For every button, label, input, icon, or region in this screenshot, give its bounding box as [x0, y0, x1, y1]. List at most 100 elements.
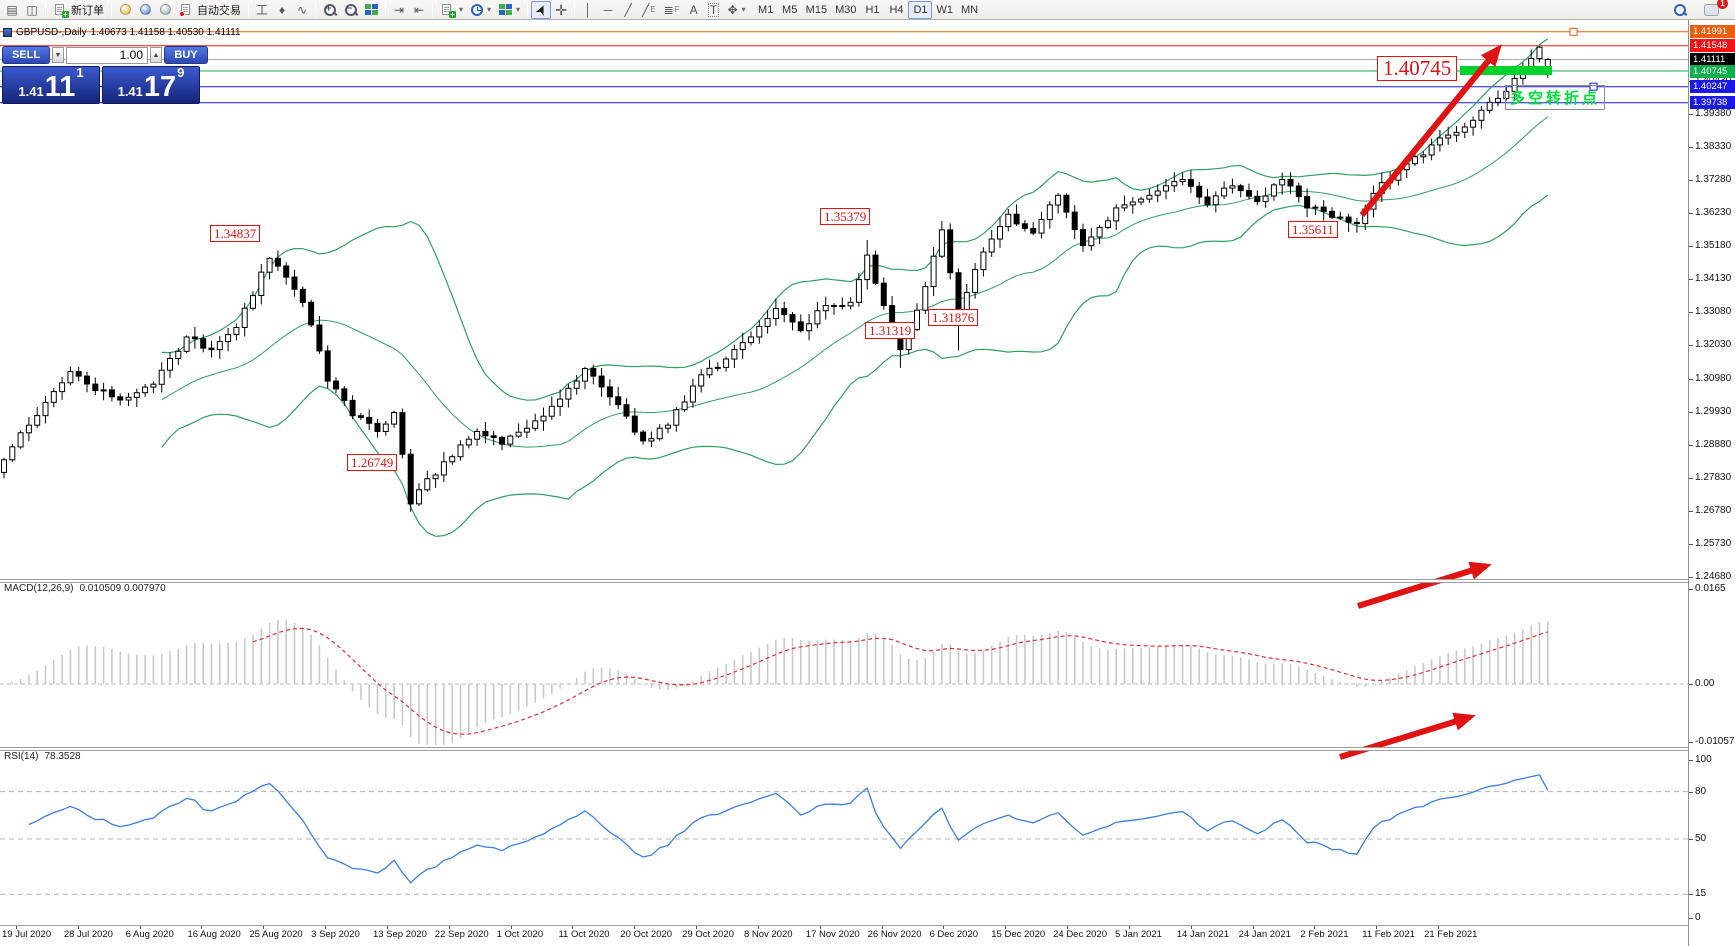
axis-tick-mark — [1689, 444, 1693, 446]
date-axis-divider — [0, 925, 1735, 926]
rsi-label: RSI(14) 78.3528 — [4, 751, 81, 762]
cursor-icon: ➤ — [531, 0, 551, 19]
volume-increase-button[interactable]: ▲ — [150, 47, 162, 63]
volume-decrease-button[interactable]: ▼ — [52, 47, 64, 63]
green-resistance-bar[interactable] — [1460, 66, 1552, 75]
main-chart-layer — [0, 27, 1688, 537]
axis-tick-mark — [1689, 378, 1693, 380]
periods-icon-button[interactable]: ▾ — [467, 1, 495, 19]
chart-window-icon-button[interactable]: ◫ — [22, 1, 42, 19]
auto-scroll-icon-button[interactable]: ⇥ — [389, 1, 409, 19]
vertical-line-icon-button[interactable]: │ — [578, 1, 598, 19]
dropdown-arrow-icon[interactable]: ▾ — [741, 5, 746, 14]
trendline-icon-button[interactable]: ╱ — [618, 1, 638, 19]
rsi-panel-divider[interactable] — [0, 747, 1735, 751]
buy-price-display[interactable]: 1.41 17 9 — [102, 65, 200, 104]
templates-icon-button[interactable]: ▾ — [495, 1, 524, 19]
macd-axis-0.00: 0.00 — [1695, 678, 1715, 689]
zoom-in-icon-button[interactable]: + — [319, 1, 340, 19]
price-line-label-1.41111: 1.41111 — [1690, 52, 1735, 66]
timeframe-button-W1[interactable]: W1 — [936, 3, 953, 16]
trend-arrow-main[interactable] — [1359, 44, 1502, 217]
date-tick-mark — [819, 926, 821, 929]
text-icon-button[interactable]: A — [684, 1, 704, 19]
candlestick-chart-icon-button[interactable]: ♦ — [272, 1, 292, 19]
timeframe-button-M15[interactable]: M15 — [805, 3, 828, 16]
date-tick-mark — [572, 926, 574, 929]
buy-button[interactable]: BUY — [164, 46, 208, 64]
timeframe-button-H4[interactable]: H4 — [889, 3, 904, 16]
date-tick-mark — [510, 926, 512, 929]
date-tick-mark — [448, 926, 450, 929]
volume-input[interactable] — [66, 46, 148, 64]
crosshair-icon: ✛ — [555, 1, 567, 18]
timeframe-button-D1[interactable]: D1 — [908, 0, 933, 19]
annotation-1.26749[interactable]: 1.26749 — [347, 454, 398, 471]
cursor-icon-button[interactable]: ➤ — [531, 0, 552, 19]
fibonacci-icon-button[interactable]: ≣ F — [660, 1, 684, 19]
date-label-25-Aug-2020: 25 Aug 2020 — [249, 929, 303, 940]
sell-price-display[interactable]: 1.41 11 1 — [2, 65, 100, 104]
search-button[interactable] — [1669, 1, 1690, 19]
chart-shift-icon-button[interactable]: ⇤ — [409, 1, 429, 19]
trend-arrow-rsi[interactable] — [1339, 712, 1476, 760]
annotation-1.40745[interactable]: 1.40745 — [1377, 56, 1458, 81]
bar-chart-icon-button[interactable]: ⼯ — [252, 1, 272, 19]
trend-arrow-macd[interactable] — [1357, 561, 1492, 609]
date-tick-mark — [757, 926, 759, 929]
rsi-axis-tick — [1689, 760, 1693, 761]
line-anchor-marker[interactable] — [1589, 82, 1598, 91]
terminal-icon-button[interactable] — [135, 1, 155, 19]
annotation-1.31876[interactable]: 1.31876 — [928, 309, 979, 326]
date-label-20-Oct-2020: 20 Oct 2020 — [620, 929, 673, 940]
sign-glyph: − — [347, 3, 353, 13]
channel-icon-button[interactable]: ╱ E — [638, 1, 660, 19]
price-line-label-1.40247: 1.40247 — [1690, 80, 1735, 94]
notifications-button[interactable]: 1 — [1700, 0, 1728, 19]
metaeditor-icon-button[interactable] — [115, 1, 135, 19]
annotation-1.35611[interactable]: 1.35611 — [1288, 221, 1338, 238]
text-label-icon-button[interactable]: T — [704, 1, 724, 19]
date-tick-mark — [881, 926, 883, 929]
disabled-dot — [179, 10, 185, 17]
sell-button[interactable]: SELL — [2, 46, 50, 64]
annotation-1.34837[interactable]: 1.34837 — [210, 225, 261, 242]
price-tick-1.37280: 1.37280 — [1695, 174, 1732, 186]
signals-icon-button[interactable] — [155, 1, 175, 19]
price-axis[interactable]: 1.404301.393801.383301.372801.362301.351… — [1688, 20, 1735, 946]
indicators-icon-button[interactable]: + ▾ — [436, 1, 467, 19]
timeframe-button-M1[interactable]: M1 — [758, 3, 774, 16]
tile-windows-icon-button[interactable] — [361, 1, 382, 19]
date-axis[interactable]: 19 Jul 2020 28 Jul 2020 6 Aug 2020 16 Aug 2… — [0, 926, 1688, 946]
horizontal-line-icon-button[interactable]: ─ — [598, 1, 618, 19]
annotation-1.31319[interactable]: 1.31319 — [865, 322, 916, 339]
timeframe-button-M5[interactable]: M5 — [782, 3, 798, 16]
rsi-axis-15: 15 — [1695, 888, 1707, 900]
chart-window-icon: ◫ — [26, 2, 38, 17]
dropdown-arrow-icon[interactable]: ▾ — [487, 5, 492, 14]
dropdown-arrow-icon[interactable]: ▾ — [459, 5, 464, 14]
annotation-1.35379[interactable]: 1.35379 — [820, 208, 871, 225]
line-chart-icon-button[interactable]: ∿ — [292, 1, 312, 19]
dropdown-arrow-icon[interactable]: ▾ — [516, 5, 521, 14]
crosshair-icon-button[interactable]: ✛ — [551, 1, 571, 19]
chart-window-title: GBPUSD-,Daily 1.40673 1.41158 1.40530 1.… — [3, 27, 241, 38]
rsi-axis-80: 80 — [1695, 785, 1707, 797]
sign-glyph: + — [326, 3, 332, 13]
macd-panel-divider[interactable] — [0, 579, 1735, 583]
annotation-turning-point-note[interactable]: 多空转折点 — [1505, 85, 1606, 110]
buy-price-base: 1.41 — [117, 84, 143, 99]
axis-tick-mark — [1689, 510, 1693, 512]
zoom-out-icon-button[interactable]: − — [340, 1, 361, 19]
new-order-button[interactable]: + 新订单 — [49, 1, 108, 19]
timeframe-button-MN[interactable]: MN — [960, 3, 979, 16]
timeframe-button-M30[interactable]: M30 — [835, 3, 857, 16]
arrows-icon-button[interactable]: ✥ ▾ — [724, 1, 750, 19]
autotrading-button[interactable]: 自动交易 — [175, 1, 245, 19]
line-chart-icon: ∿ — [296, 2, 308, 17]
market-watch-icon-button[interactable]: ▤ — [2, 1, 22, 19]
timeframe-button-H1[interactable]: H1 — [865, 3, 880, 16]
line-anchor-marker[interactable] — [1569, 27, 1578, 36]
